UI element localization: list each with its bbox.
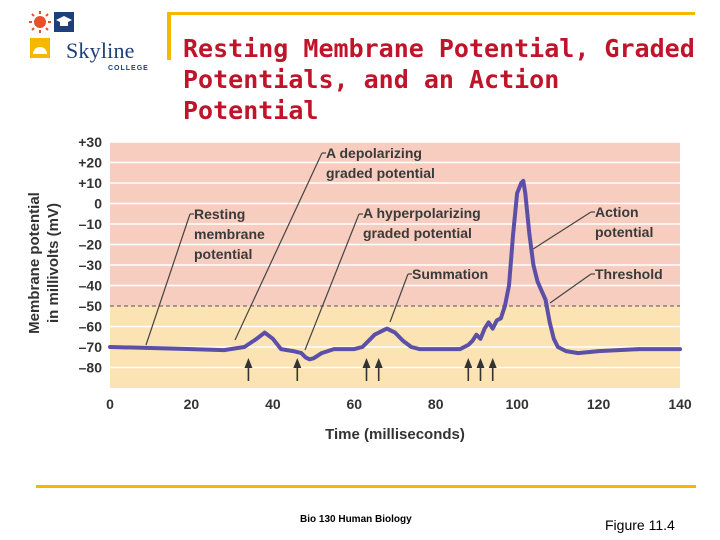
x-tick-label: 80 bbox=[428, 396, 444, 412]
callout-1: Resting membrane potential bbox=[145, 206, 265, 346]
stimulus-arrow bbox=[293, 358, 302, 381]
y-tick-label: –70 bbox=[79, 339, 103, 355]
y-tick-label: –30 bbox=[79, 257, 103, 273]
callout-leader bbox=[304, 213, 360, 351]
y-axis-label-line2: in millivolts (mV) bbox=[45, 203, 62, 323]
callout-3: Summation bbox=[389, 266, 488, 323]
series-line bbox=[108, 178, 682, 362]
callout-leader bbox=[234, 152, 323, 341]
x-tick-label: 140 bbox=[668, 396, 692, 412]
x-tick-label: 0 bbox=[106, 396, 114, 412]
callout-5: Threshold bbox=[549, 266, 663, 304]
x-tick-label: 100 bbox=[505, 396, 529, 412]
slide-title: Resting Membrane Potential, Graded Poten… bbox=[183, 34, 695, 125]
y-axis-label-line1: Membrane potential bbox=[26, 192, 43, 334]
y-tick-label: –80 bbox=[79, 360, 103, 376]
callout-text: A depolarizing bbox=[326, 145, 422, 161]
stimulus-arrow bbox=[362, 358, 371, 381]
stimulus-arrow bbox=[244, 358, 253, 381]
callout-text: membrane bbox=[194, 226, 265, 242]
callout-leader bbox=[145, 213, 191, 346]
callout-2: A hyperpolarizing graded potential bbox=[304, 205, 481, 351]
callout-leader bbox=[549, 273, 592, 304]
callout-0: A depolarizing graded potential bbox=[234, 145, 435, 341]
logo-sub: COLLEGE bbox=[108, 65, 149, 72]
callout-leader bbox=[389, 273, 409, 323]
callout-text: Resting bbox=[194, 206, 245, 222]
stimulus-arrow bbox=[476, 358, 485, 381]
callout-text: Action bbox=[595, 204, 639, 220]
x-tick-label: 20 bbox=[184, 396, 200, 412]
y-tick-label: –10 bbox=[79, 216, 103, 232]
y-tick-label: –60 bbox=[79, 319, 103, 335]
callout-text: Summation bbox=[412, 266, 488, 282]
footer-figure: Figure 11.4 bbox=[605, 517, 675, 533]
bottom-accent-rule bbox=[36, 485, 696, 488]
callout-leader bbox=[529, 211, 592, 252]
callout-4: Action potential bbox=[529, 204, 653, 252]
callout-text: A hyperpolarizing bbox=[363, 205, 481, 221]
y-tick-label: +10 bbox=[78, 175, 102, 191]
y-tick-label: –50 bbox=[79, 298, 103, 314]
grad-cap-icon bbox=[54, 12, 74, 32]
callout-text: graded potential bbox=[326, 165, 435, 181]
x-tick-label: 60 bbox=[346, 396, 362, 412]
stimulus-arrow bbox=[464, 358, 473, 381]
callout-text: graded potential bbox=[363, 225, 472, 241]
callout-text: potential bbox=[194, 246, 252, 262]
top-accent-rule bbox=[167, 12, 695, 15]
y-tick-label: –40 bbox=[79, 278, 103, 294]
sun-icon bbox=[29, 11, 51, 33]
y-tick-label: 0 bbox=[94, 196, 102, 212]
sunrise-icon bbox=[30, 38, 50, 58]
y-tick-label: –20 bbox=[79, 237, 103, 253]
callout-text: potential bbox=[595, 224, 653, 240]
x-axis-label: Time (milliseconds) bbox=[325, 426, 465, 443]
footer-course: Bio 130 Human Biology bbox=[300, 514, 412, 525]
x-tick-label: 40 bbox=[265, 396, 281, 412]
y-tick-label: +30 bbox=[78, 134, 102, 150]
logo-name: Skyline bbox=[66, 38, 135, 63]
y-tick-label: +20 bbox=[78, 155, 102, 171]
x-tick-label: 120 bbox=[587, 396, 611, 412]
stimulus-arrow bbox=[374, 358, 383, 381]
stimulus-arrow bbox=[488, 358, 497, 381]
college-logo: Skyline COLLEGE bbox=[28, 10, 158, 72]
top-accent-bar bbox=[167, 12, 171, 60]
callout-text: Threshold bbox=[595, 266, 663, 282]
